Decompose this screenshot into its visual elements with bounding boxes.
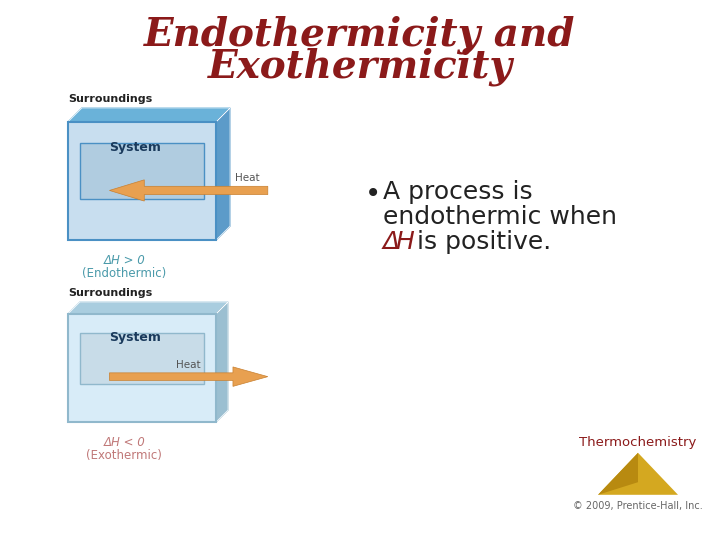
Text: ΔH > 0: ΔH > 0 — [104, 254, 145, 267]
Text: © 2009, Prentice-Hall, Inc.: © 2009, Prentice-Hall, Inc. — [573, 501, 703, 511]
Text: ΔH < 0: ΔH < 0 — [104, 436, 145, 449]
Text: •: • — [365, 180, 382, 208]
Text: is positive.: is positive. — [409, 230, 552, 254]
Polygon shape — [68, 108, 230, 122]
Text: System: System — [109, 141, 161, 154]
Text: Exothermicity: Exothermicity — [207, 48, 513, 86]
Polygon shape — [598, 453, 638, 495]
Text: Thermochemistry: Thermochemistry — [580, 436, 697, 449]
Text: A process is: A process is — [383, 180, 533, 204]
Text: Heat: Heat — [176, 360, 201, 370]
FancyBboxPatch shape — [68, 122, 216, 240]
Text: Endothermicity and: Endothermicity and — [144, 16, 576, 54]
Text: Surroundings: Surroundings — [68, 288, 152, 298]
Polygon shape — [598, 453, 678, 495]
Text: Surroundings: Surroundings — [68, 94, 152, 104]
FancyBboxPatch shape — [68, 314, 216, 422]
FancyArrow shape — [109, 367, 268, 386]
FancyBboxPatch shape — [80, 143, 204, 199]
Text: System: System — [109, 331, 161, 345]
Polygon shape — [216, 302, 228, 422]
FancyArrow shape — [109, 180, 268, 201]
Text: Δ: Δ — [383, 230, 400, 254]
FancyBboxPatch shape — [80, 333, 204, 384]
Text: (Exothermic): (Exothermic) — [86, 449, 162, 462]
Polygon shape — [216, 108, 230, 240]
Text: H: H — [395, 230, 414, 254]
Text: endothermic when: endothermic when — [383, 205, 617, 229]
Polygon shape — [68, 302, 228, 314]
Text: Heat: Heat — [235, 173, 259, 184]
Text: (Endothermic): (Endothermic) — [82, 267, 166, 280]
